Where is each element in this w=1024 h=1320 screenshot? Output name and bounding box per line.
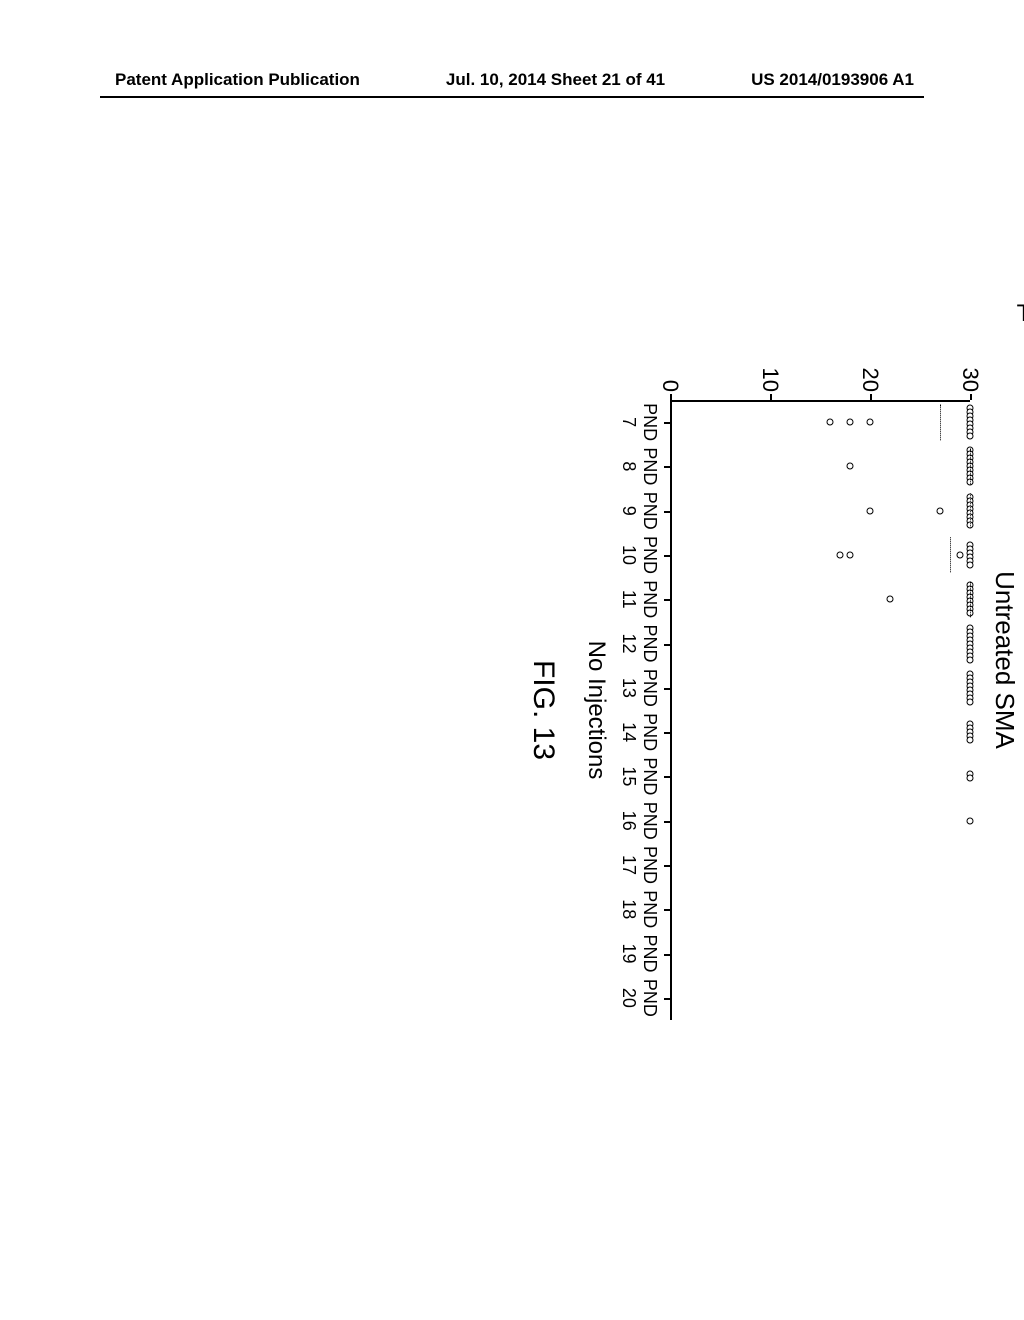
data-point [967,562,974,569]
x-tick [664,422,670,424]
data-point [847,419,854,426]
data-point [847,552,854,559]
x-ticklabel: PND19 [619,935,660,973]
y-ticklabel: 10 [757,368,783,392]
x-ticklabel: PND20 [619,979,660,1017]
data-point [937,507,944,514]
median-line [970,449,971,484]
x-ticklabel: PND13 [619,669,660,707]
x-ticklabel: PND14 [619,713,660,751]
x-tick [664,688,670,690]
data-point [957,552,964,559]
x-ticklabel: PND10 [619,536,660,574]
data-point [967,433,974,440]
x-tick [664,555,670,557]
y-tick [770,394,772,400]
y-tick [970,394,972,400]
figure-label: FIG. 13 [526,400,560,1020]
x-ticklabel: PND8 [619,447,660,485]
median-line [950,537,951,572]
x-tick [664,954,670,956]
header-center: Jul. 10, 2014 Sheet 21 of 41 [446,70,665,90]
y-tick [870,394,872,400]
data-point [837,552,844,559]
page-header: Patent Application Publication Jul. 10, … [0,70,1024,90]
y-ticklabel: 20 [857,368,883,392]
chart-title: Untreated SMA [989,320,1020,1000]
x-tick [664,732,670,734]
x-ticklabel: PND16 [619,802,660,840]
x-ticklabel: PND9 [619,492,660,530]
x-tick [664,644,670,646]
x-ticklabel: PND18 [619,890,660,928]
header-left: Patent Application Publication [115,70,360,90]
x-ticklabel: PND7 [619,403,660,441]
data-point [827,419,834,426]
x-tick [664,998,670,1000]
data-point [867,419,874,426]
y-tick [670,394,672,400]
x-tick [664,776,670,778]
median-line [940,404,941,439]
x-ticklabel: PND15 [619,757,660,795]
header-right: US 2014/0193906 A1 [751,70,914,90]
y-ticklabel: 30 [957,368,983,392]
x-ticklabel: PND17 [619,846,660,884]
x-tick [664,511,670,513]
data-point [967,737,974,744]
plot-area: 0102030 PND7PND8PND9PND10PND11PND12PND13… [670,400,970,1020]
x-tick [664,599,670,601]
data-point [967,775,974,782]
header-rule [100,96,924,98]
median-line [970,493,971,528]
x-tick [664,466,670,468]
data-point [967,656,974,663]
data-point [867,507,874,514]
data-point [967,817,974,824]
data-point [887,596,894,603]
x-ticklabel: PND12 [619,625,660,663]
x-axis-label: No Injections [582,400,610,1020]
y-ticklabel: 0 [657,380,683,392]
y-axis [670,400,970,402]
data-point [967,698,974,705]
x-tick [664,821,670,823]
x-tick [664,909,670,911]
median-line [970,582,971,617]
data-point [847,463,854,470]
y-axis-label: Time To Right (sec) [970,300,1024,328]
figure-rotated-container: Untreated SMA Time To Right (sec) 010203… [30,320,1010,1000]
x-ticklabel: PND11 [619,580,660,618]
x-axis [670,400,672,1020]
x-tick [664,865,670,867]
